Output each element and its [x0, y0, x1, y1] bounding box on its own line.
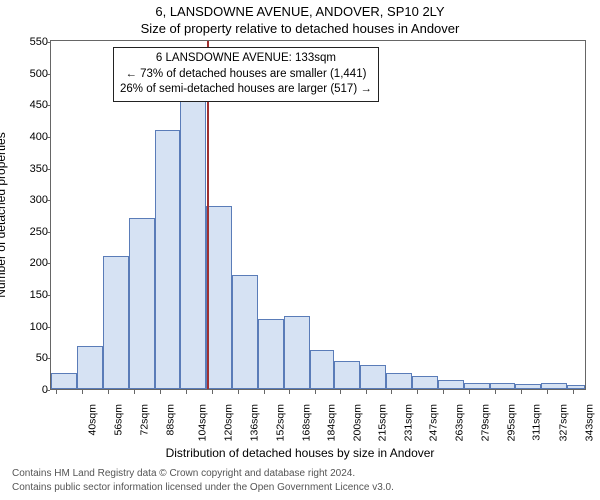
x-tick-label: 120sqm — [222, 404, 234, 441]
x-tick-label: 168sqm — [300, 404, 312, 441]
x-tick-label: 247sqm — [428, 404, 440, 441]
x-tick-label: 279sqm — [480, 404, 492, 441]
page-title-address: 6, LANSDOWNE AVENUE, ANDOVER, SP10 2LY — [0, 0, 600, 19]
histogram-bar — [386, 373, 412, 389]
histogram-bar — [412, 376, 438, 389]
histogram-bar — [464, 383, 490, 389]
histogram-bar — [515, 384, 541, 389]
x-tick-mark — [495, 390, 496, 394]
footer-line1: Contains HM Land Registry data © Crown c… — [12, 467, 394, 481]
x-tick-label: 311sqm — [531, 404, 543, 441]
x-tick-label: 215sqm — [376, 404, 388, 441]
y-tick-mark — [46, 327, 50, 328]
x-tick-mark — [186, 390, 187, 394]
x-tick-mark — [315, 390, 316, 394]
x-tick-mark — [289, 390, 290, 394]
x-tick-label: 104sqm — [196, 404, 208, 441]
x-tick-label: 56sqm — [113, 404, 125, 436]
x-tick-mark — [417, 390, 418, 394]
x-tick-mark — [264, 390, 265, 394]
x-tick-label: 152sqm — [274, 404, 286, 441]
x-tick-mark — [108, 390, 109, 394]
y-tick-label: 250 — [8, 226, 48, 238]
y-tick-label: 550 — [8, 36, 48, 48]
y-tick-label: 150 — [8, 289, 48, 301]
annotation-box: 6 LANSDOWNE AVENUE: 133sqm← 73% of detac… — [113, 47, 379, 102]
x-tick-label: 136sqm — [248, 404, 260, 441]
x-tick-label: 295sqm — [505, 404, 517, 441]
x-tick-label: 88sqm — [165, 404, 177, 436]
x-tick-mark — [212, 390, 213, 394]
y-tick-label: 350 — [8, 163, 48, 175]
histogram-bar — [360, 365, 386, 389]
y-axis-title: Number of detached properties — [0, 50, 8, 215]
histogram-bar — [284, 316, 310, 389]
histogram-bar — [258, 319, 284, 389]
histogram-bar — [438, 380, 464, 389]
page-title-subtitle: Size of property relative to detached ho… — [0, 19, 600, 40]
x-tick-label: 200sqm — [352, 404, 364, 441]
histogram-bar — [103, 256, 129, 389]
y-tick-label: 400 — [8, 131, 48, 143]
histogram-bar — [310, 350, 334, 389]
y-tick-label: 200 — [8, 257, 48, 269]
y-tick-mark — [46, 263, 50, 264]
x-tick-mark — [134, 390, 135, 394]
x-axis-title: Distribution of detached houses by size … — [0, 446, 600, 460]
x-tick-mark — [573, 390, 574, 394]
histogram-bar — [77, 346, 103, 389]
annotation-line: 26% of semi-detached houses are larger (… — [120, 82, 372, 98]
histogram-bar — [334, 361, 360, 389]
y-tick-mark — [46, 200, 50, 201]
y-tick-label: 500 — [8, 68, 48, 80]
y-tick-mark — [46, 169, 50, 170]
histogram-bar — [51, 373, 77, 389]
histogram-bar — [129, 218, 155, 389]
x-tick-label: 327sqm — [557, 404, 569, 441]
histogram-bar — [567, 385, 585, 389]
x-tick-label: 231sqm — [402, 404, 414, 441]
histogram-bar — [155, 130, 181, 389]
plot-area: 6 LANSDOWNE AVENUE: 133sqm← 73% of detac… — [50, 40, 586, 390]
histogram-bar — [232, 275, 258, 389]
histogram-bar — [180, 101, 206, 389]
x-tick-mark — [521, 390, 522, 394]
y-tick-label: 100 — [8, 321, 48, 333]
x-tick-mark — [238, 390, 239, 394]
y-tick-mark — [46, 74, 50, 75]
histogram-bar — [490, 383, 516, 389]
y-tick-mark — [46, 232, 50, 233]
y-tick-mark — [46, 105, 50, 106]
x-tick-mark — [391, 390, 392, 394]
x-tick-label: 343sqm — [583, 404, 595, 441]
x-tick-mark — [366, 390, 367, 394]
histogram-bar — [541, 383, 567, 389]
x-tick-mark — [547, 390, 548, 394]
x-tick-label: 263sqm — [454, 404, 466, 441]
y-tick-mark — [46, 358, 50, 359]
y-tick-label: 450 — [8, 99, 48, 111]
x-tick-mark — [160, 390, 161, 394]
x-tick-mark — [443, 390, 444, 394]
x-tick-label: 184sqm — [326, 404, 338, 441]
x-tick-label: 72sqm — [139, 404, 151, 436]
annotation-line: 6 LANSDOWNE AVENUE: 133sqm — [120, 51, 372, 67]
y-tick-mark — [46, 390, 50, 391]
x-tick-mark — [56, 390, 57, 394]
histogram-bar — [206, 206, 232, 389]
histogram-chart: Number of detached properties 6 LANSDOWN… — [0, 40, 600, 428]
footer-attribution: Contains HM Land Registry data © Crown c… — [12, 467, 394, 494]
x-tick-label: 40sqm — [87, 404, 99, 436]
x-tick-mark — [340, 390, 341, 394]
x-tick-mark — [469, 390, 470, 394]
x-tick-mark — [82, 390, 83, 394]
y-tick-mark — [46, 42, 50, 43]
annotation-line: ← 73% of detached houses are smaller (1,… — [120, 67, 372, 83]
y-tick-label: 300 — [8, 194, 48, 206]
y-tick-mark — [46, 295, 50, 296]
footer-line2: Contains public sector information licen… — [12, 481, 394, 495]
y-tick-label: 0 — [8, 384, 48, 396]
y-tick-mark — [46, 137, 50, 138]
y-tick-label: 50 — [8, 352, 48, 364]
